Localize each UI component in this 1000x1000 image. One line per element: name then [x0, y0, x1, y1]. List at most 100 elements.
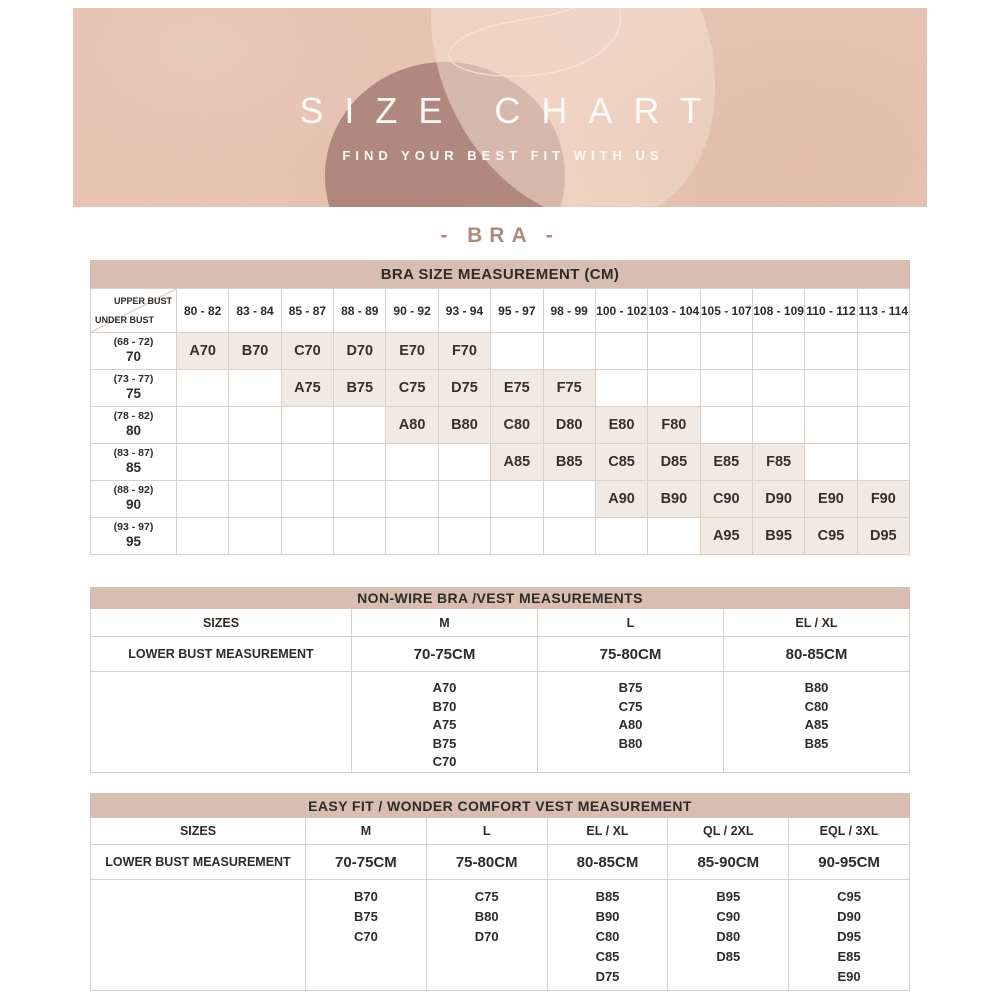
size-header: EL / XL	[548, 818, 669, 844]
size-header: L	[538, 609, 724, 636]
size-list-item: D80	[716, 929, 741, 944]
upper-bust-header: 110 - 112	[805, 289, 858, 333]
lower-bust-range: 80-85CM	[785, 645, 848, 663]
size-list-item: B70	[432, 698, 457, 714]
nonwire-lower-bust-label: LOWER BUST MEASUREMENT	[91, 637, 352, 671]
easyfit-lower-bust-label: LOWER BUST MEASUREMENT	[91, 845, 306, 879]
bra-size-cell: F90	[857, 481, 910, 518]
under-bust-range: (83 - 87)	[113, 447, 154, 459]
easyfit-grid: SIZES M L EL / XL QL / 2XL EQL / 3XL LOWER B…	[90, 818, 910, 991]
empty-size-cell	[229, 518, 282, 555]
under-bust-value: 75	[125, 386, 142, 402]
under-bust-value: 95	[125, 534, 142, 550]
hand-drawn-line	[448, 8, 622, 77]
size-list-item: B85	[804, 735, 829, 751]
size-list-item: C75	[474, 889, 499, 904]
bra-size-cell: D85	[648, 444, 701, 481]
bra-size-cell: B75	[334, 370, 387, 407]
bra-size-cell: E70	[386, 333, 439, 370]
bra-size-cell: A85	[491, 444, 544, 481]
size-list-item: B80	[618, 735, 643, 751]
size-list-item: D85	[716, 949, 741, 964]
upper-bust-header: 85 - 87	[281, 289, 335, 333]
under-bust-range: (73 - 77)	[113, 373, 154, 385]
under-bust-range: (68 - 72)	[113, 336, 154, 348]
size-list-item: C75	[618, 698, 643, 714]
empty-size-cell	[491, 333, 544, 370]
empty-size-cell	[805, 407, 858, 444]
empty-size-cell	[386, 481, 439, 518]
size-list-item: B95	[716, 889, 741, 904]
empty-size-cell	[491, 518, 544, 555]
size-list-item: D70	[474, 929, 499, 944]
under-bust-row-label: (68 - 72) 70	[91, 333, 177, 370]
size-list-item: C80	[595, 929, 620, 944]
under-bust-corner-label: UNDER BUST	[95, 315, 155, 325]
bra-size-cell: C90	[700, 481, 753, 518]
bra-size-cell: B95	[752, 518, 806, 555]
banner-title: SIZE CHART	[299, 90, 723, 131]
size-list-cell: B85 B90 C80 C85 D75	[548, 880, 669, 990]
empty-size-cell	[229, 481, 282, 518]
nonwire-grid: SIZES M L EL / XL LOWER BUST MEASUREMENT 7…	[90, 609, 910, 773]
size-list-item: B90	[595, 909, 620, 924]
empty-size-cell	[229, 444, 282, 481]
empty-size-cell	[334, 444, 387, 481]
empty-size-cell	[648, 370, 701, 407]
size-list: B70 B75 C70	[354, 887, 378, 947]
lower-bust-range: 90-95CM	[818, 853, 880, 871]
bra-size-grid: UPPER BUST UNDER BUST 80 - 82 83 - 84 85 -…	[90, 288, 910, 555]
size-list-item: B85	[595, 889, 620, 904]
bra-size-cell: D90	[752, 481, 806, 518]
empty-size-cell	[438, 518, 492, 555]
empty-size-cell	[543, 481, 596, 518]
empty-size-cell	[805, 444, 858, 481]
empty-size-cell	[229, 407, 282, 444]
empty-size-cell	[543, 518, 596, 555]
bra-size-table-title: BRA SIZE MEASUREMENT (CM)	[90, 260, 910, 288]
empty-size-cell	[281, 518, 335, 555]
under-bust-range: (78 - 82)	[113, 410, 154, 422]
size-list-item: D75	[595, 969, 620, 984]
empty-size-cell	[857, 333, 910, 370]
lower-bust-range: 75-80CM	[538, 637, 724, 671]
bra-size-cell: B80	[438, 407, 492, 444]
under-bust-range: (88 - 92)	[113, 484, 154, 496]
bra-size-cell: A80	[386, 407, 439, 444]
size-list-item: C80	[804, 698, 829, 714]
size-list-item: D90	[837, 909, 862, 924]
under-bust-range: (93 - 97)	[113, 521, 154, 533]
bra-size-cell: B90	[648, 481, 701, 518]
empty-size-cell	[281, 444, 335, 481]
under-bust-row-label: (83 - 87) 85	[91, 444, 177, 481]
empty-size-cell	[700, 333, 753, 370]
bra-size-cell: B70	[229, 333, 282, 370]
size-header: EL / XL	[795, 615, 838, 630]
easyfit-table: EASY FIT / WONDER COMFORT VEST MEASUREME…	[90, 793, 910, 991]
size-list-item: A70	[432, 680, 457, 695]
bra-size-cell: E80	[595, 407, 649, 444]
empty-size-cell	[595, 370, 649, 407]
size-list: A70 B70 A75 B75 C70	[433, 679, 457, 772]
under-bust-row-label: (93 - 97) 95	[91, 518, 177, 555]
empty-size-cell	[752, 407, 806, 444]
size-list-item: E90	[837, 969, 861, 984]
bra-size-cell: A90	[595, 481, 649, 518]
bra-size-cell: A95	[700, 518, 753, 555]
empty-size-cell	[805, 370, 858, 407]
size-list-item: C90	[716, 909, 741, 924]
nonwire-empty-cell	[91, 672, 352, 772]
empty-size-cell	[386, 444, 439, 481]
size-list-item: B80	[804, 680, 829, 695]
size-list-cell: B80 C80 A85 B85	[724, 672, 909, 772]
upper-bust-header: 105 - 107	[700, 289, 753, 333]
empty-size-cell	[595, 333, 649, 370]
bra-size-cell: C95	[805, 518, 858, 555]
size-list-item: E85	[837, 949, 861, 964]
under-bust-row-label: (78 - 82) 80	[91, 407, 177, 444]
upper-bust-header: 95 - 97	[491, 289, 544, 333]
upper-bust-corner-label: UPPER BUST	[113, 296, 172, 306]
empty-size-cell	[229, 370, 282, 407]
empty-size-cell	[438, 444, 492, 481]
